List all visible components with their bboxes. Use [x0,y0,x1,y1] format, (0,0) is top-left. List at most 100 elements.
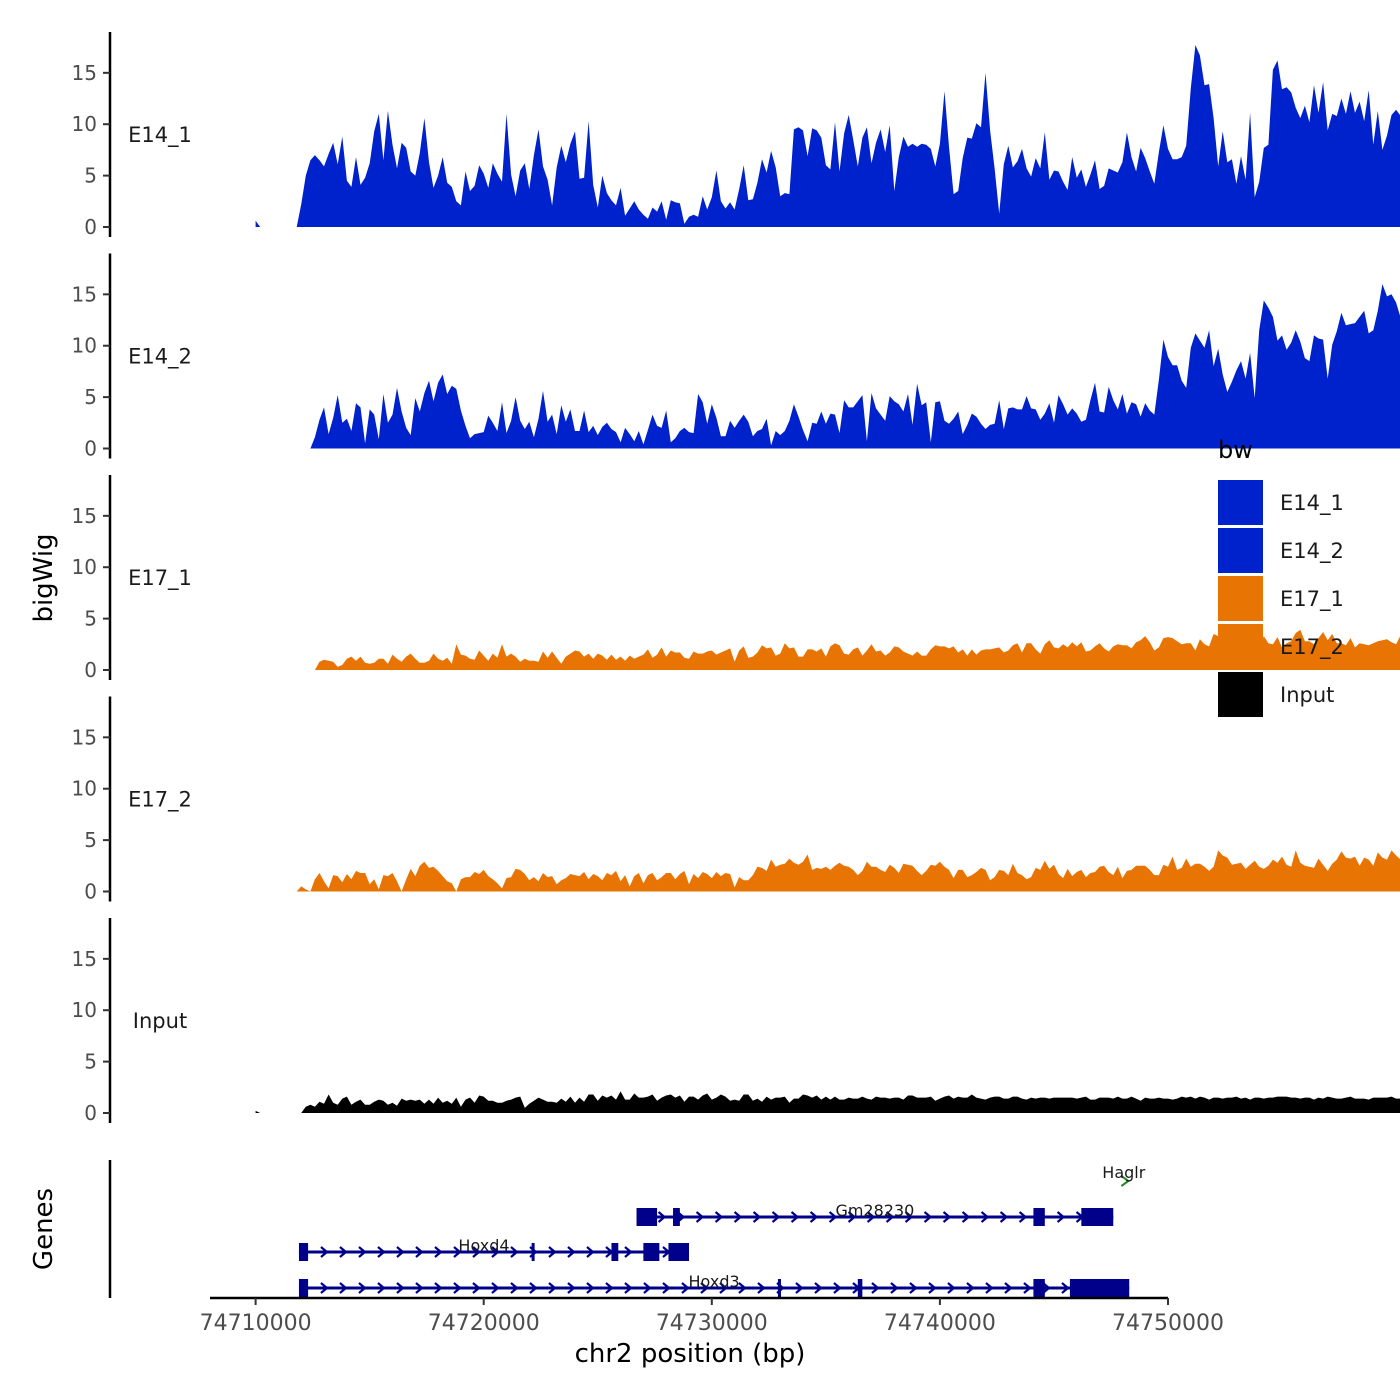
gene-hoxd3: Hoxd3 [298,1272,1130,1297]
strand-chevron [453,1246,462,1258]
strand-chevron [809,1211,819,1223]
strand-chevron [510,1246,519,1258]
legend-label: E14_1 [1280,491,1344,516]
strand-chevron [1061,1282,1070,1294]
strand-chevron [738,1282,747,1294]
y-tick-label: 15 [72,725,97,749]
legend-title: bw [1218,436,1253,464]
y-tick-label: 5 [84,1050,97,1074]
y-tick-label: 10 [72,112,97,136]
track-label: E14_2 [128,345,192,370]
gene-exon [857,1279,863,1297]
strand-chevron [828,1211,838,1223]
track-input: Input 0 5 10 15 [72,918,1400,1125]
strand-chevron [795,1282,804,1294]
y-tick-label: 10 [72,334,97,358]
strand-chevron [548,1246,557,1258]
gene-exon [673,1208,680,1226]
gene-hoxd4: Hoxd4 [298,1236,689,1261]
gene-exon [1069,1279,1130,1297]
legend-item-input: Input [1218,672,1334,717]
strand-chevron [415,1282,424,1294]
strand-chevron [662,1282,671,1294]
strand-chevron [548,1282,557,1294]
gene-exon [643,1243,660,1261]
strand-chevron [415,1246,424,1258]
legend-label: Input [1280,683,1334,707]
track-label: E17_2 [128,788,192,813]
strand-chevron [909,1282,918,1294]
strand-chevron [714,1211,724,1223]
strand-chevron [339,1246,348,1258]
legend-swatch [1218,480,1263,525]
y-tick-label: 0 [84,437,97,461]
strand-chevron [771,1211,781,1223]
y-tick-label: 0 [84,1101,97,1125]
strand-chevron [377,1282,386,1294]
gene-exon [298,1279,309,1297]
strand-chevron [719,1282,728,1294]
area-e14-2 [255,284,1400,449]
strand-chevron [790,1211,800,1223]
strand-chevron [947,1282,956,1294]
strand-chevron [890,1282,899,1294]
gene-marker [1120,1175,1131,1187]
legend-item-e17-1: E17_1 [1218,576,1344,621]
strand-chevron [624,1246,633,1258]
area-e17-1 [255,629,1400,670]
strand-chevron [434,1246,443,1258]
gene-label: Hoxd4 [458,1236,509,1255]
strand-chevron [847,1211,857,1223]
strand-chevron [814,1282,823,1294]
area-input [255,1091,1400,1113]
legend-swatch [1218,528,1263,573]
strand-chevron [904,1211,914,1223]
strand-chevron [733,1211,743,1223]
track-e14-1: E14_1 0 5 10 15 [72,32,1400,239]
strand-chevron [567,1282,576,1294]
x-tick-label: 74720000 [428,1311,540,1336]
strand-chevron [586,1246,595,1258]
track-e17-2: E17_2 0 5 10 15 [72,696,1400,904]
track-label: E14_1 [128,123,192,148]
y-tick-label: 10 [72,777,97,801]
gene-label: Haglr [1102,1163,1145,1182]
legend-item-e14-1: E14_1 [1218,480,1344,525]
x-axis-title: chr2 position (bp) [575,1339,806,1369]
strand-chevron [928,1282,937,1294]
gene-exon [636,1208,658,1226]
area-e17-2 [255,850,1400,892]
strand-chevron [605,1282,614,1294]
genes-axis-title: Genes [29,1188,59,1270]
y-tick-label: 15 [72,282,97,306]
strand-chevron [1018,1211,1028,1223]
gene-exon [1033,1279,1045,1297]
strand-chevron [472,1282,481,1294]
strand-chevron [923,1211,933,1223]
strand-chevron [358,1246,367,1258]
x-tick-label: 74710000 [200,1311,312,1336]
legend-label: E17_1 [1280,587,1344,612]
y-axis-title: bigWig [29,533,59,622]
strand-chevron [567,1246,576,1258]
legend-label: E17_2 [1280,635,1344,660]
strand-chevron [966,1282,975,1294]
strand-chevron [491,1282,500,1294]
strand-chevron [757,1282,766,1294]
strand-chevron [942,1211,952,1223]
strand-chevron [320,1282,329,1294]
strand-chevron [472,1246,481,1258]
gene-exon [668,1243,689,1261]
strand-chevron [643,1282,652,1294]
gene-exon [298,1243,309,1261]
track-label: E17_1 [128,566,192,591]
x-tick-label: 74750000 [1112,1311,1224,1336]
strand-chevron [491,1246,500,1258]
track-e17-1: E17_1 0 5 10 15 [72,475,1400,682]
strand-chevron [999,1211,1009,1223]
strand-chevron [396,1282,405,1294]
gene-exon [1081,1208,1114,1226]
strand-chevron [339,1282,348,1294]
